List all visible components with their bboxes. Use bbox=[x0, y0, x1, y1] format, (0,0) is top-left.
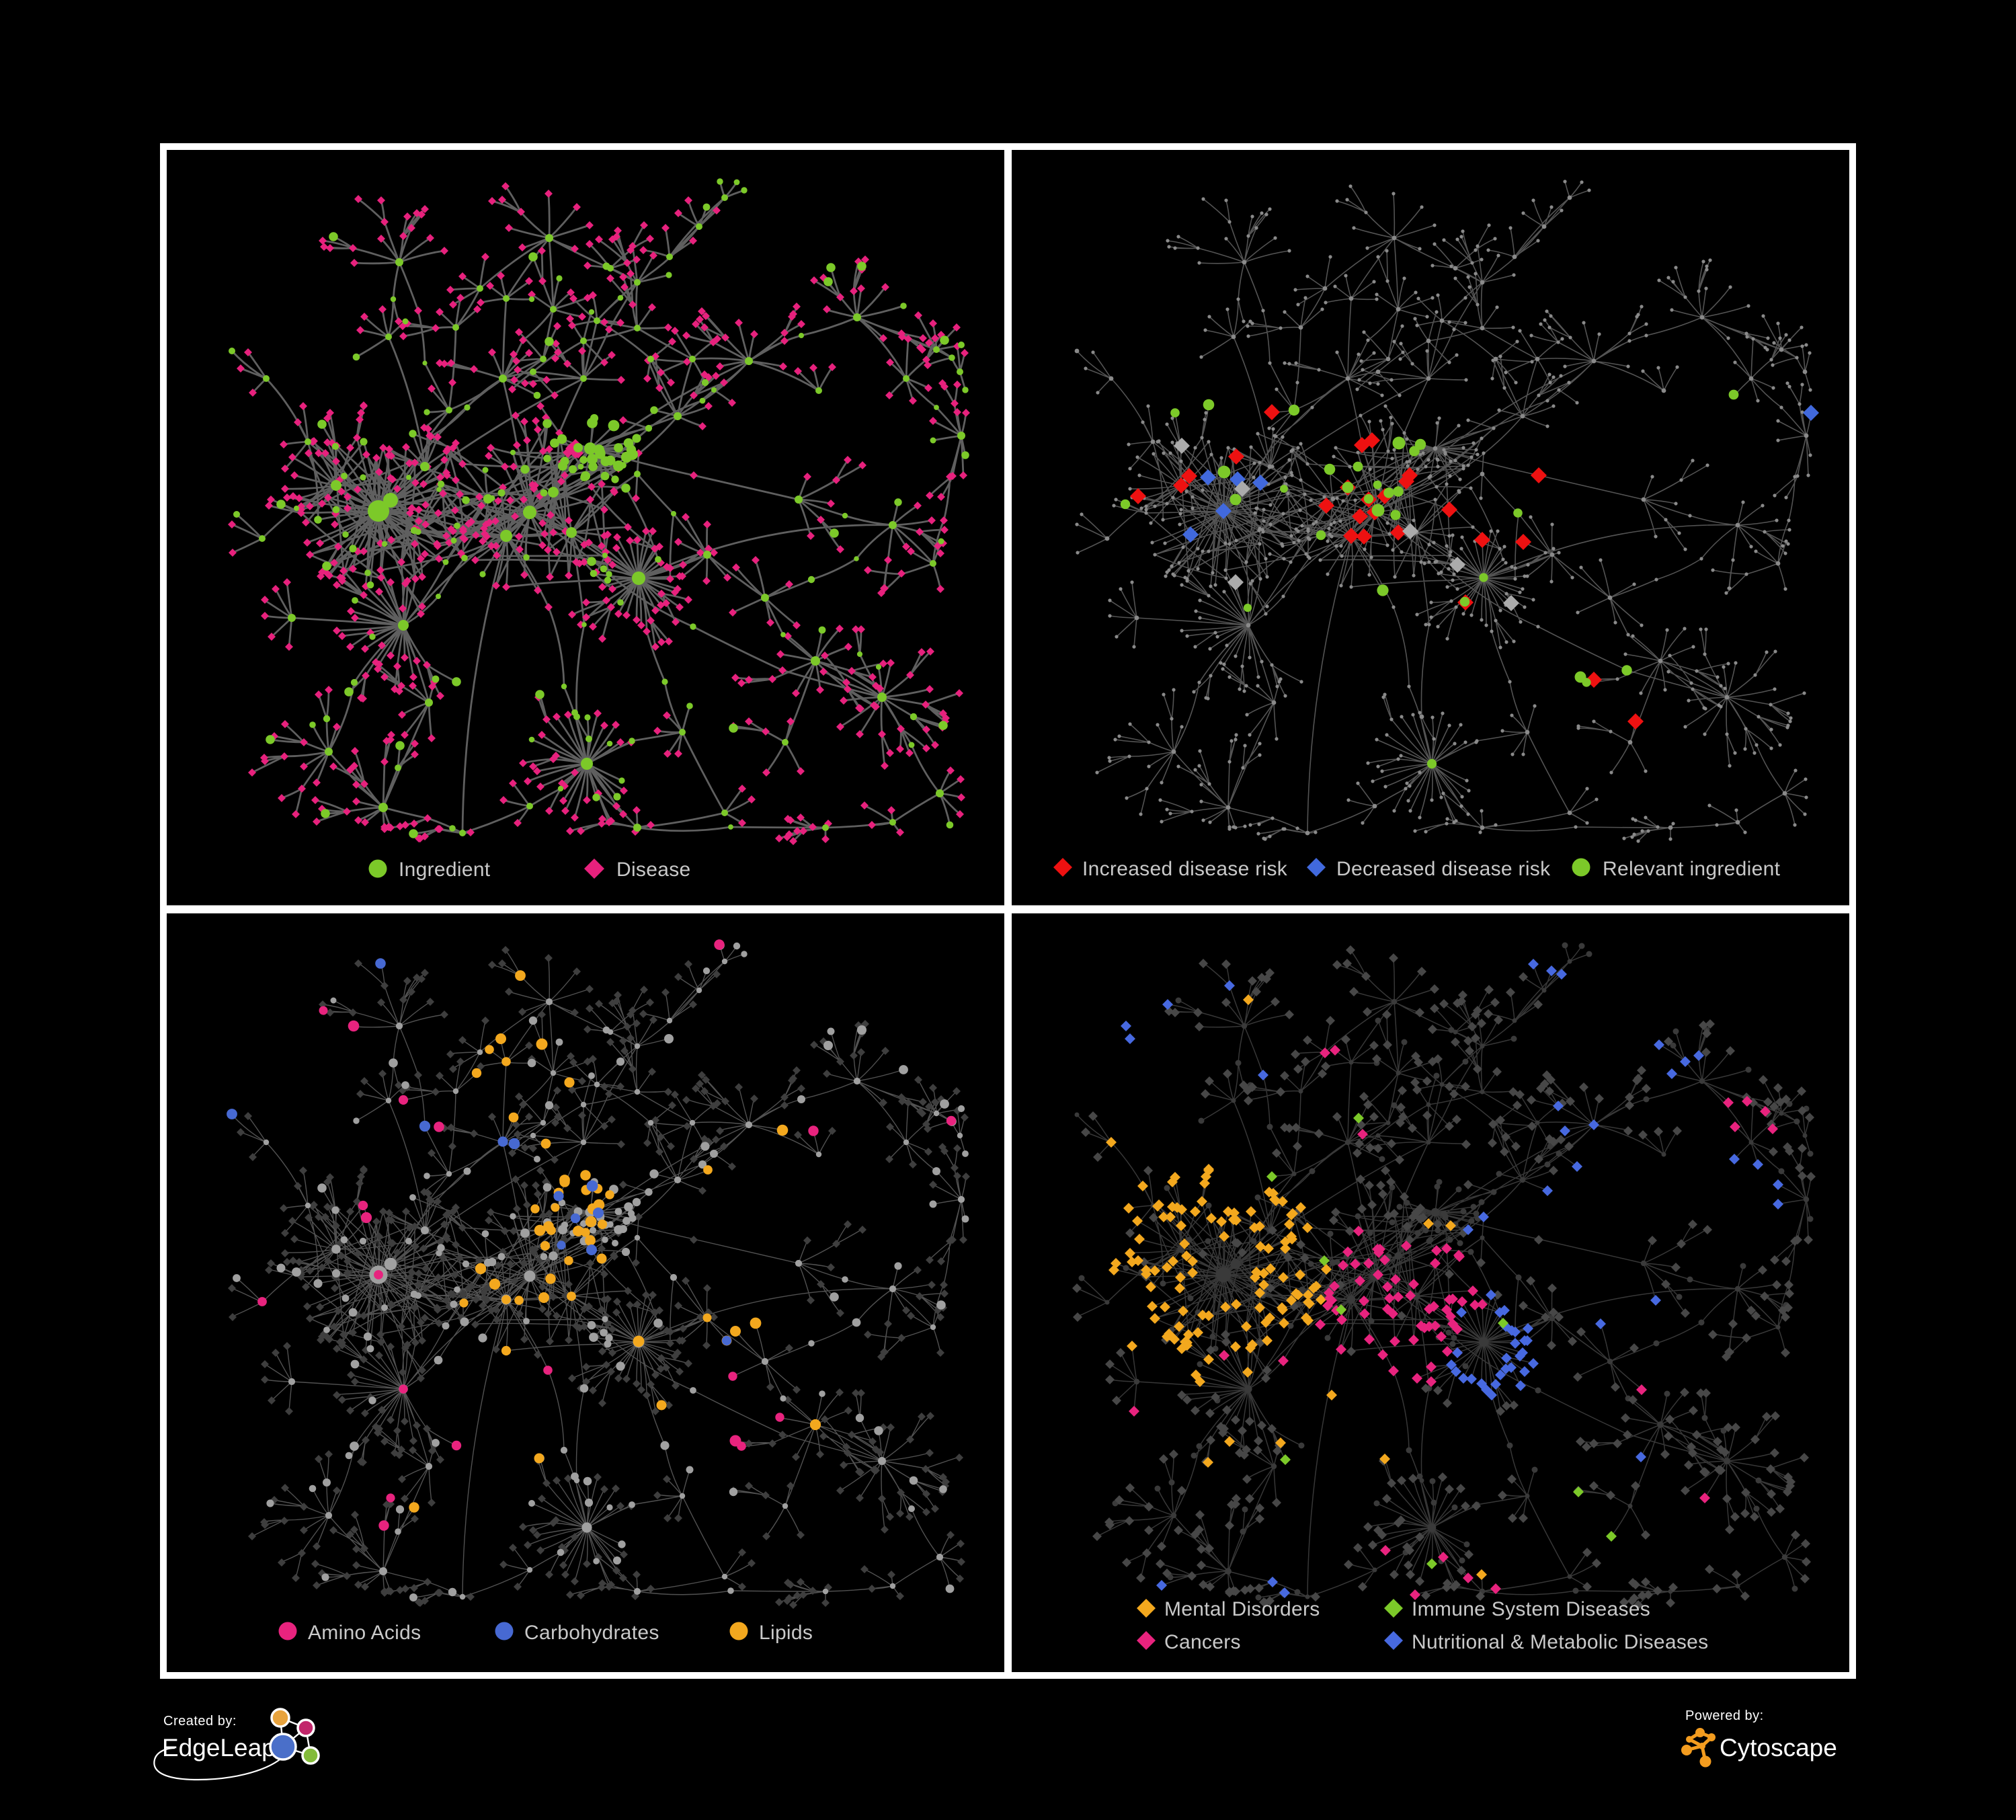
svg-text:Created by:: Created by: bbox=[163, 1714, 237, 1729]
svg-text:Immune System Diseases: Immune System Diseases bbox=[1412, 1598, 1650, 1620]
svg-text:Amino Acids: Amino Acids bbox=[308, 1622, 421, 1644]
svg-text:Carbohydrates: Carbohydrates bbox=[524, 1622, 659, 1644]
svg-text:Relevant ingredient: Relevant ingredient bbox=[1603, 858, 1781, 880]
svg-text:Cytoscape: Cytoscape bbox=[1720, 1734, 1837, 1762]
svg-text:Disease: Disease bbox=[616, 859, 690, 881]
svg-text:Decreased disease risk: Decreased disease risk bbox=[1336, 858, 1551, 880]
svg-text:Increased disease risk: Increased disease risk bbox=[1082, 858, 1288, 880]
svg-text:Nutritional & Metabolic Diseas: Nutritional & Metabolic Diseases bbox=[1412, 1631, 1708, 1653]
svg-text:Cancers: Cancers bbox=[1164, 1631, 1241, 1653]
svg-text:EdgeLeap: EdgeLeap bbox=[162, 1734, 276, 1762]
svg-text:Powered by:: Powered by: bbox=[1685, 1708, 1764, 1723]
svg-text:Mental Disorders: Mental Disorders bbox=[1164, 1598, 1320, 1620]
svg-text:Ingredient: Ingredient bbox=[399, 859, 491, 881]
svg-text:Lipids: Lipids bbox=[759, 1622, 813, 1644]
